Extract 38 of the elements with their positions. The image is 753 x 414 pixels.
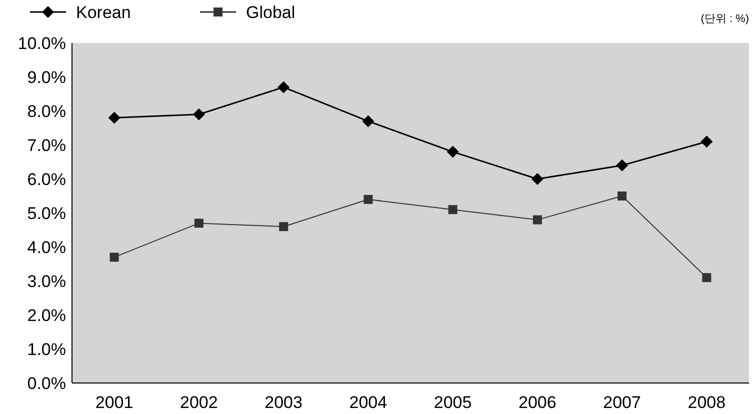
point bbox=[531, 173, 544, 185]
point bbox=[364, 194, 373, 204]
point bbox=[110, 252, 119, 262]
y-tick-label: 2.0% bbox=[27, 306, 66, 325]
point bbox=[194, 218, 204, 228]
point bbox=[108, 112, 120, 124]
y-tick-label: 0.0% bbox=[27, 374, 66, 393]
x-tick-label: 2002 bbox=[180, 393, 218, 412]
text: (단위 : %) bbox=[700, 13, 749, 25]
y-tick-label: 9.0% bbox=[27, 68, 66, 87]
x-tick-label: 2008 bbox=[688, 393, 726, 412]
y-tick-label: 3.0% bbox=[27, 272, 66, 291]
y-tick-label: 8.0% bbox=[27, 102, 66, 121]
legend-label: Global bbox=[246, 2, 296, 22]
y-tick-label: 7.0% bbox=[27, 136, 66, 155]
x-tick-label: 2003 bbox=[264, 393, 302, 412]
point bbox=[532, 215, 542, 224]
point bbox=[446, 146, 459, 158]
x-tick-label: 2007 bbox=[603, 393, 641, 412]
point bbox=[192, 108, 205, 120]
y-tick-label: 4.0% bbox=[27, 238, 66, 257]
point bbox=[279, 222, 288, 232]
x-tick-label: 2006 bbox=[518, 393, 556, 412]
point bbox=[702, 273, 712, 282]
y-tick-label: 10.0% bbox=[18, 34, 66, 53]
point bbox=[700, 136, 713, 148]
legend-label: Korean bbox=[76, 2, 131, 22]
point bbox=[362, 115, 374, 128]
x-tick-label: 2001 bbox=[95, 393, 134, 412]
point bbox=[616, 159, 628, 172]
y-tick-label: 1.0% bbox=[27, 340, 66, 359]
point bbox=[278, 81, 290, 94]
y-tick-label: 6.0% bbox=[27, 170, 66, 189]
point bbox=[448, 205, 458, 214]
y-tick-label: 5.0% bbox=[27, 204, 66, 223]
point bbox=[618, 192, 627, 200]
x-tick-label: 2005 bbox=[434, 393, 472, 412]
x-tick-label: 2004 bbox=[349, 393, 388, 412]
